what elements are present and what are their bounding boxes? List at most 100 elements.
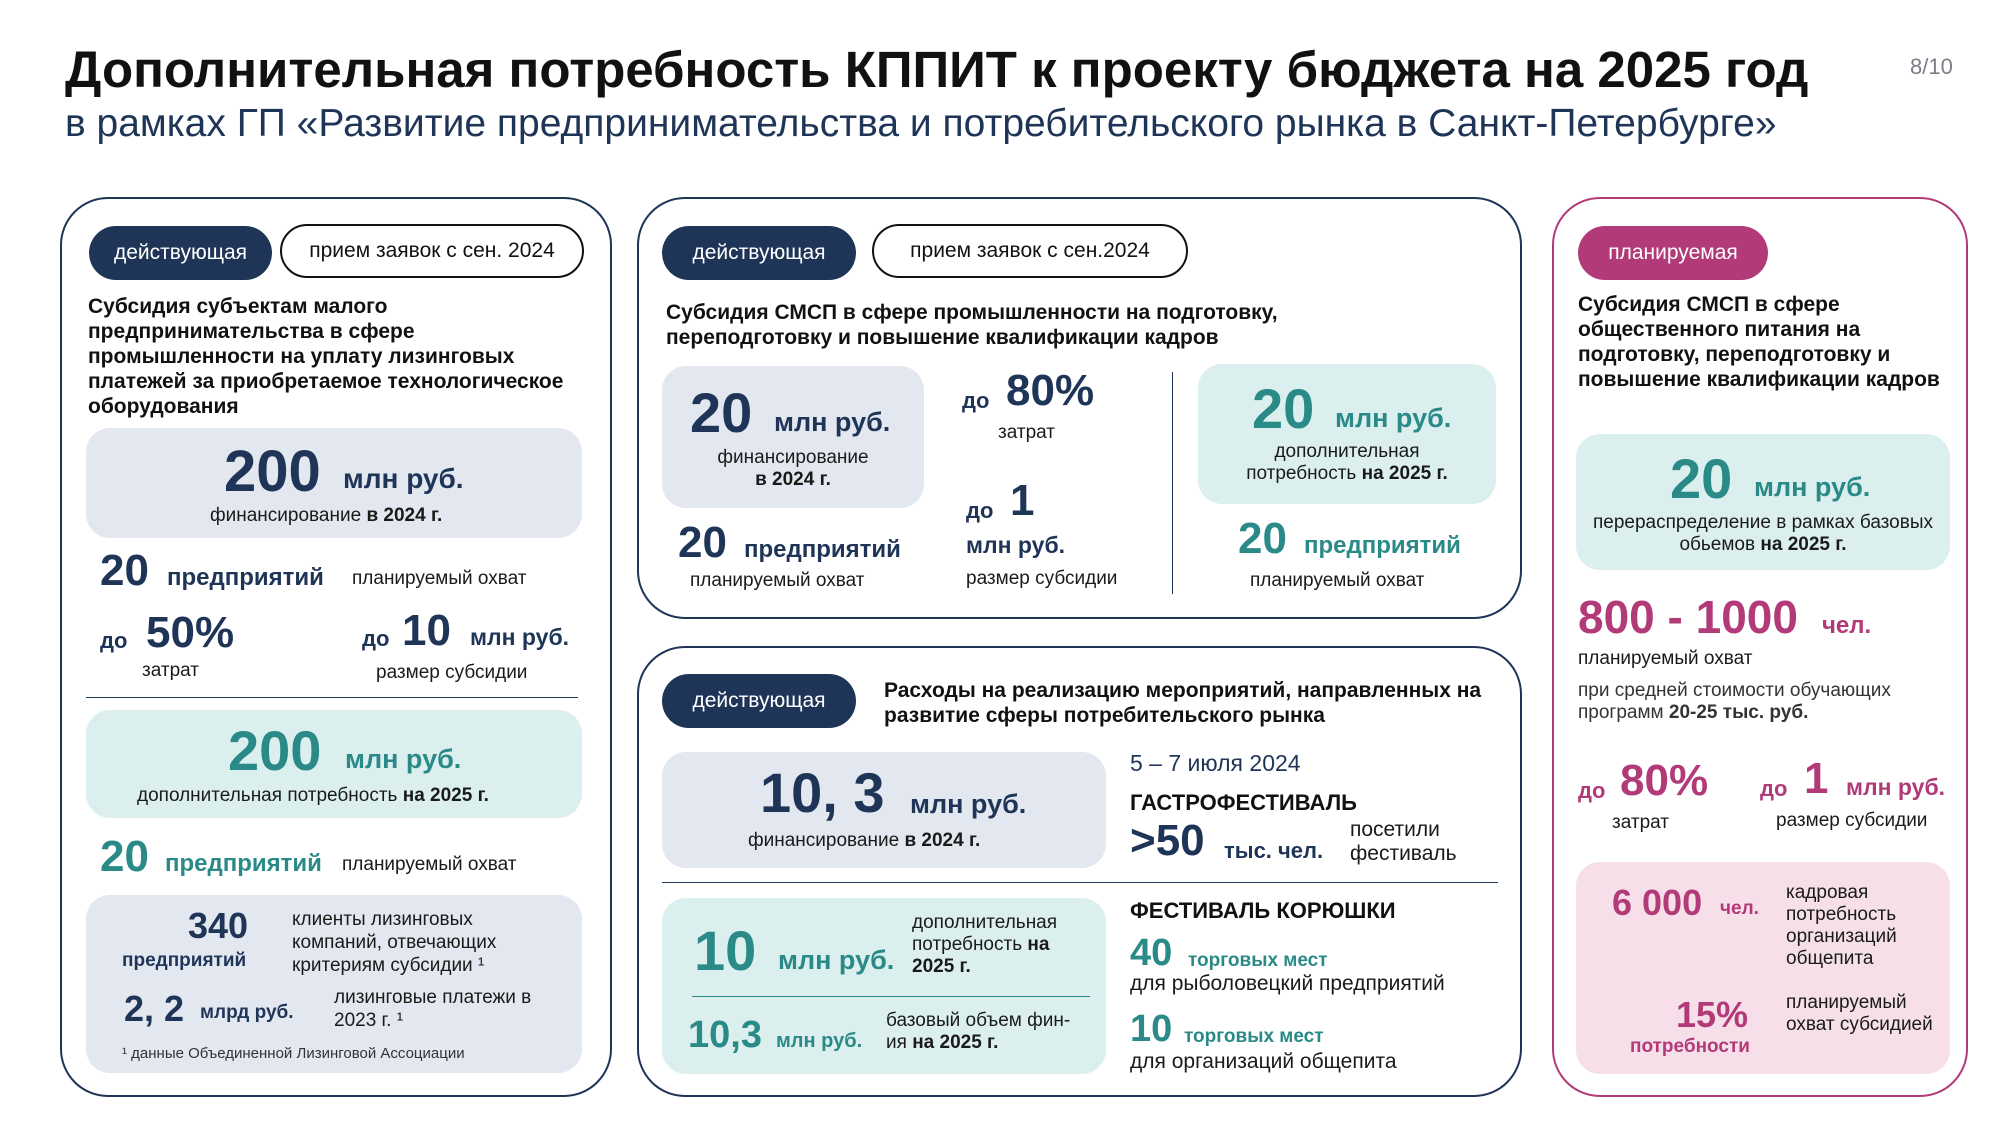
clients-label: клиенты лизинговых компаний, отвечающих … [292,909,497,976]
base-label: базовый объем фин-ия на 2025 г. [886,1010,1071,1053]
coverage-value: 20 [678,518,727,567]
base-value: 10,3 [688,1014,762,1056]
share-unit: потребности [1630,1036,1750,1057]
card-description: Субсидия СМСП в сфере промышленности на … [666,301,1278,349]
smelt-a-unit: торговых мест [1188,950,1328,971]
financing-box [662,752,1106,868]
financing-value: 20 [690,381,753,444]
costs-prefix: до [1578,778,1606,803]
subsidy-label: размер субсидии [966,568,1118,589]
payments-value: 2, 2 [124,988,185,1029]
gastro-date: 5 – 7 июля 2024 [1130,750,1301,776]
financing-value: 200 [224,439,321,504]
staff-need-box [1576,862,1950,1074]
gastro-title: ГАСТРОФЕСТИВАЛЬ [1130,790,1357,815]
payments-unit: млрд руб. [200,1002,294,1023]
share-label: планируемый охват субсидией [1786,992,1933,1035]
subsidy-prefix: до [1760,776,1788,801]
financing-box [662,366,924,508]
need-box [662,898,1106,1074]
subsidy-prefix: до [966,498,994,523]
inner-divider [692,996,1090,997]
need-unit: млн руб. [1335,403,1452,433]
redistribution-value: 20 [1670,447,1733,510]
card-description: Субсидия субъектам малого предпринимател… [88,295,564,418]
intake-badge: прием заявок с сен.2024 [872,224,1188,278]
need-box [86,710,582,818]
card-description: Расходы на реализацию мероприятий, напра… [884,679,1482,727]
redistribution-unit: млн руб. [1754,472,1871,502]
financing-box [86,428,582,538]
financing-unit: млн руб. [910,789,1027,819]
coverage2-unit: предприятий [1304,532,1461,559]
costs-value: 80% [1620,756,1709,805]
staff-unit: чел. [1720,898,1759,919]
subsidy-value: 1 [1804,754,1829,803]
financing-unit: млн руб. [774,407,891,437]
need-unit: млн руб. [345,744,462,774]
financing-label: финансирование в 2024 г. [748,830,981,851]
cost-note: при средней стоимости обучающих программ… [1578,680,1891,723]
page-subtitle: в рамках ГП «Развитие предпринимательств… [65,102,1777,145]
gastro-label: посетили фестиваль [1350,818,1457,865]
footnote: ¹ данные Объединенной Лизинговой Ассоциа… [122,1045,465,1062]
financing-label: финансирование в 2024 г. [210,505,443,526]
financing-unit: млн руб. [343,463,464,494]
need-value: 10 [694,919,757,982]
coverage2-value: 20 [1238,514,1287,563]
need-value: 20 [1252,377,1315,440]
need-label: дополнительная потребность на 2025 г. [137,785,489,806]
need-label: дополнительная потребность на 2025 г. [1246,441,1448,484]
subsidy-unit: млн руб. [1846,774,1946,800]
subsidy-unit: млн руб. [470,624,570,650]
gastro-unit: тыс. чел. [1224,838,1324,863]
subsidy-label: размер субсидии [1776,810,1928,831]
page-number: 8/10 [1910,54,1953,79]
coverage-label: планируемый охват [690,570,865,591]
financing-value: 10, 3 [760,761,885,824]
costs-prefix: до [100,628,128,653]
status-badge: действующая [662,674,856,728]
status-badge: действующая [662,226,856,280]
share-value: 15% [1676,994,1749,1035]
coverage2-value: 20 [100,832,149,881]
costs-label: затрат [998,422,1055,443]
costs-label: затрат [1612,812,1669,833]
divider [662,882,1498,883]
base-unit: млн руб. [776,1030,863,1052]
coverage2-label: планируемый охват [1250,570,1425,591]
staff-value: 6 000 [1612,882,1703,923]
smelt-a-value: 40 [1130,932,1173,974]
coverage2-unit: предприятий [165,850,322,877]
divider [86,697,578,698]
costs-value: 50% [146,608,235,657]
payments-label: лизинговые платежи в 2023 г. ¹ [334,987,532,1031]
need-value: 200 [228,719,322,782]
page-title: Дополнительная потребность КППИТ к проек… [65,41,1809,98]
need-label: дополнительная потребность на 2025 г. [912,912,1058,977]
costs-value: 80% [1006,366,1095,415]
clients-value: 340 [188,905,249,946]
status-badge: планируемая [1578,226,1768,280]
card-description: Субсидия СМСП в сфере общественного пита… [1578,293,1940,391]
coverage-unit: предприятий [744,536,901,563]
subsidy-prefix: до [362,626,390,651]
costs-label: затрат [142,660,199,681]
vertical-divider [1172,372,1173,594]
redistribution-box [1576,434,1950,570]
coverage-unit: чел. [1822,612,1872,639]
staff-label: кадровая потребность организаций общепит… [1786,882,1897,969]
smelt-title: ФЕСТИВАЛЬ КОРЮШКИ [1130,898,1396,923]
smelt-b-unit: торговых мест [1184,1026,1324,1047]
financing-label: финансирование в 2024 г. [717,447,869,490]
intake-badge: прием заявок с сен. 2024 [280,224,584,278]
leasing-stats-box [86,895,582,1073]
coverage-label: планируемый охват [352,568,527,589]
coverage-value: 800 - 1000 [1578,591,1798,643]
need-box [1198,364,1496,504]
coverage-label: планируемый охват [1578,648,1753,669]
smelt-b-value: 10 [1130,1008,1173,1050]
status-badge: действующая [89,226,272,280]
smelt-b-label: для организаций общепита [1130,1050,1397,1073]
need-unit: млн руб. [778,945,895,975]
